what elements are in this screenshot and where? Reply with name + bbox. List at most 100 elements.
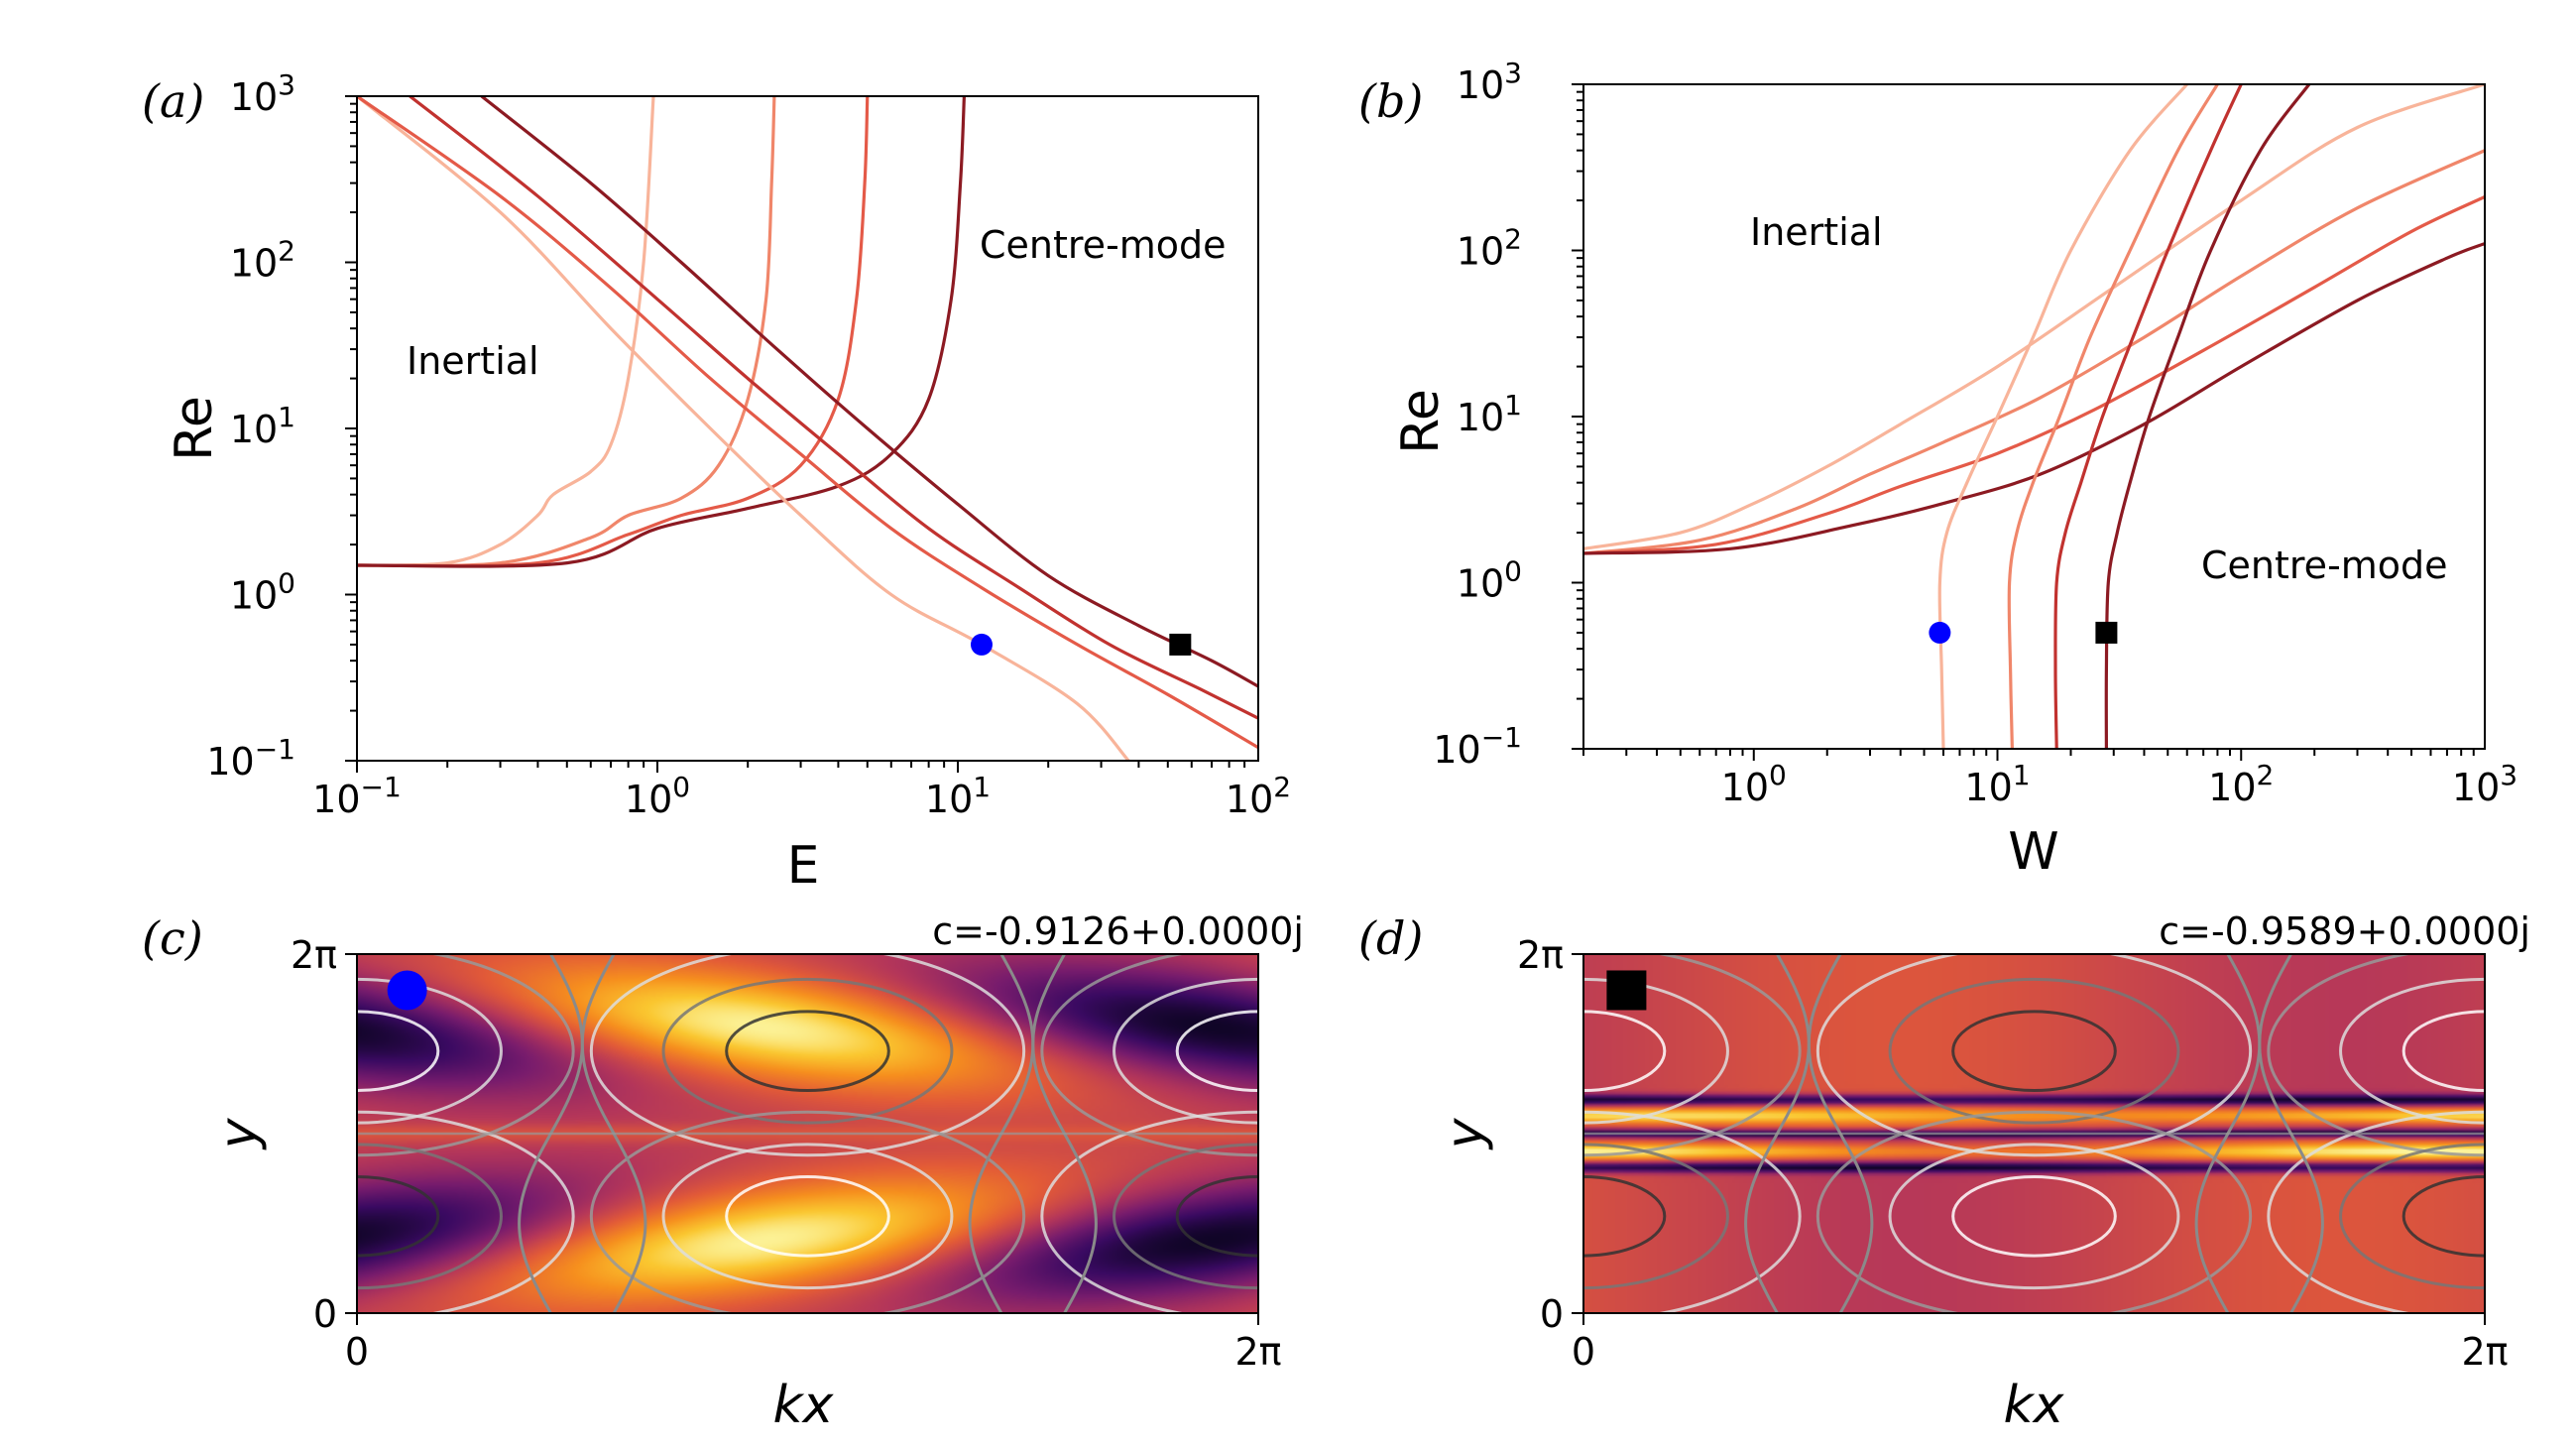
axes-frame-c [356,953,1259,1314]
y-tick-label: 10−1 [206,733,295,784]
x-tick-label: 101 [925,771,991,821]
streamline-contour [2339,977,2485,1125]
streamline-contour [1815,954,2253,1157]
axes-frame-d [1582,953,2486,1314]
panel-b: 100 101 102 103 10−1 100 101 102 103 W Re Inerti… [1391,57,2517,882]
streamline-contour [1815,1110,2253,1313]
y-tick-label: 2π [1517,933,1564,977]
ylabel-a: Re [165,396,224,461]
x-tick-label: 2π [1234,1330,1281,1374]
streamline-contour [1583,1174,1667,1258]
x-tick-label: 101 [1964,759,2030,809]
series-line-inertial-4 [1583,242,2485,555]
panel-label-a: (a) [142,74,204,128]
xlabel-c: kx [773,1376,835,1435]
y-tick-label: 101 [1457,389,1522,439]
x-tick-label: 0 [345,1330,369,1374]
region-label-centre-a: Centre-mode [980,223,1227,267]
series-line-centre-3 [2053,84,2243,749]
marker-square [1169,633,1192,656]
series-line-inertial-2 [357,96,776,568]
y-tick-label: 10−1 [1433,721,1522,772]
markers-a [970,633,1192,656]
xlabel-d: kx [2004,1376,2065,1435]
x-tick-label: 100 [1721,759,1787,809]
streamline-contour [589,1110,1026,1313]
plot-area-a [357,96,1258,761]
series-line-centre-4 [2104,84,2311,749]
marker-circle [1929,621,1951,644]
series-line-centre-1 [357,96,1130,761]
series-line-centre-3 [409,96,1258,720]
y-tick-label: 103 [230,68,295,119]
xlabel-b: W [2008,822,2058,882]
streamline-contour [661,977,954,1125]
x-tick-label: 103 [2452,759,2517,809]
panel-d: 0 2π 0 2π c=-0.9589+0.0000j kx y [1436,909,2530,1435]
streamline-contour [1112,977,1258,1125]
streamline-contour [357,977,503,1125]
marker-d [1606,970,1647,1011]
y-tick-label: 102 [230,235,295,286]
x-tick-label: 0 [1572,1330,1595,1374]
ylabel-c: y [209,1117,269,1150]
series-line-centre-2 [357,96,1258,750]
panel-label-b: (b) [1358,74,1423,128]
plot-area-b [1583,84,2485,749]
marker-circle [970,633,993,656]
streamline-contour [589,954,1026,1157]
eigenvalue-d: c=-0.9589+0.0000j [2159,909,2530,953]
series-line-inertial-1 [1583,84,2485,550]
marker-c [387,970,427,1011]
streamline-contour [725,1174,890,1258]
streamline-contour [357,1143,503,1290]
streamline-contour [661,1143,954,1290]
streamline-contour [357,954,575,1157]
streamline-contour [725,1010,890,1093]
streamline-contour [357,1110,575,1313]
marker-circle [387,970,427,1011]
streamline-contour [2339,1143,2485,1290]
ticks-b: 100 101 102 103 10−1 100 101 102 103 [1433,57,2517,809]
series-line-inertial-3 [1583,195,2485,555]
series-line-inertial-3 [357,96,870,568]
series-line-centre-4 [480,96,1258,688]
ticks-a: 10−1 100 101 102 10−1 100 101 102 103 [206,68,1291,821]
streamline-contour [1888,977,2180,1125]
y-tick-label: 0 [1540,1292,1564,1336]
y-tick-label: 100 [1457,555,1522,606]
x-tick-label: 102 [2208,759,2274,809]
y-tick-label: 101 [230,401,295,451]
panel-label-d: (d) [1358,911,1423,965]
panel-label-c: (c) [142,911,203,965]
region-label-inertial-a: Inertial [407,339,539,383]
series-line-inertial-4 [357,96,966,568]
marker-square [1606,970,1647,1011]
ylabel-d: y [1436,1117,1495,1150]
streamline-contour [1583,954,1802,1157]
region-label-inertial-b: Inertial [1750,210,1883,254]
y-tick-label: 103 [1457,57,1522,107]
x-tick-label: 10−1 [312,771,402,821]
streamline-contour [1888,1143,2180,1290]
streamline-contour [1583,1110,1802,1313]
panel-c: 0 2π 0 2π c=-0.9126+0.0000j kx y [209,909,1304,1435]
ticks-d: 0 2π 0 2π [1517,933,2509,1374]
ylabel-b: Re [1391,389,1451,454]
region-label-centre-b: Centre-mode [2201,544,2448,587]
streamline-contour [1951,1174,2117,1258]
streamline-contour [357,1010,440,1093]
streamline-contour [2267,954,2485,1157]
axes-frame-b [1582,83,2486,750]
panel-a: 10−1 100 101 102 10−1 100 101 102 103 E Re Inert… [165,68,1291,896]
y-tick-label: 0 [313,1292,337,1336]
streamline-contour [2267,1110,2485,1313]
x-tick-label: 2π [2461,1330,2508,1374]
streamline-contour [357,1174,440,1258]
y-tick-label: 102 [1457,223,1522,274]
markers-b [1929,621,2118,644]
series-line-inertial-2 [1583,149,2485,555]
streamline-contour [1112,1143,1258,1290]
series-line-centre-2 [2007,84,2219,749]
